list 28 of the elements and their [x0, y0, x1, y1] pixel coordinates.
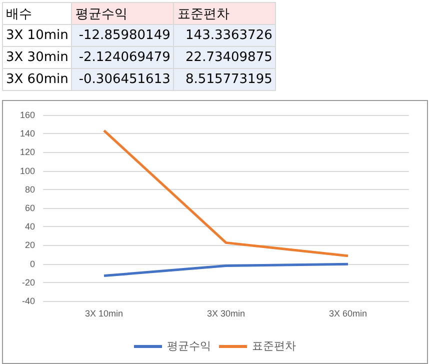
text: -2.124069479: [72, 46, 174, 68]
text: 22.73409875: [174, 46, 276, 68]
y-tick-label: -20: [22, 277, 35, 288]
y-tick-label: 160: [20, 110, 35, 120]
y-tick-label: 100: [20, 166, 35, 176]
y-tick-label: 140: [20, 128, 35, 139]
text: 8.515773195: [174, 68, 276, 90]
text: 평균수익: [72, 2, 174, 24]
y-tick-label: 60: [24, 203, 35, 213]
text: 143.3363726: [174, 24, 276, 46]
text: -12.85980149: [72, 24, 174, 46]
y-tick-label: 0: [30, 258, 35, 269]
text: 배수: [2, 2, 72, 24]
text: 3X 30min: [2, 46, 72, 68]
y-tick-label: 40: [24, 222, 35, 232]
x-tick-label: 3X 60min: [328, 308, 368, 318]
y-tick-label: 20: [24, 240, 35, 250]
text: 표준편차: [174, 2, 276, 24]
x-tick-label: 3X 30min: [206, 308, 246, 318]
text: 3X 10min: [2, 24, 72, 46]
legend-label: 평균수익: [167, 340, 211, 352]
y-tick-label: -40: [22, 296, 35, 306]
y-tick-label: 80: [24, 184, 35, 194]
text: 3X 60min: [2, 68, 72, 90]
text: -0.306451613: [72, 68, 174, 90]
legend-label: 표준편차: [252, 340, 296, 352]
y-tick-label: 120: [20, 147, 35, 158]
x-tick-label: 3X 10min: [84, 308, 124, 318]
